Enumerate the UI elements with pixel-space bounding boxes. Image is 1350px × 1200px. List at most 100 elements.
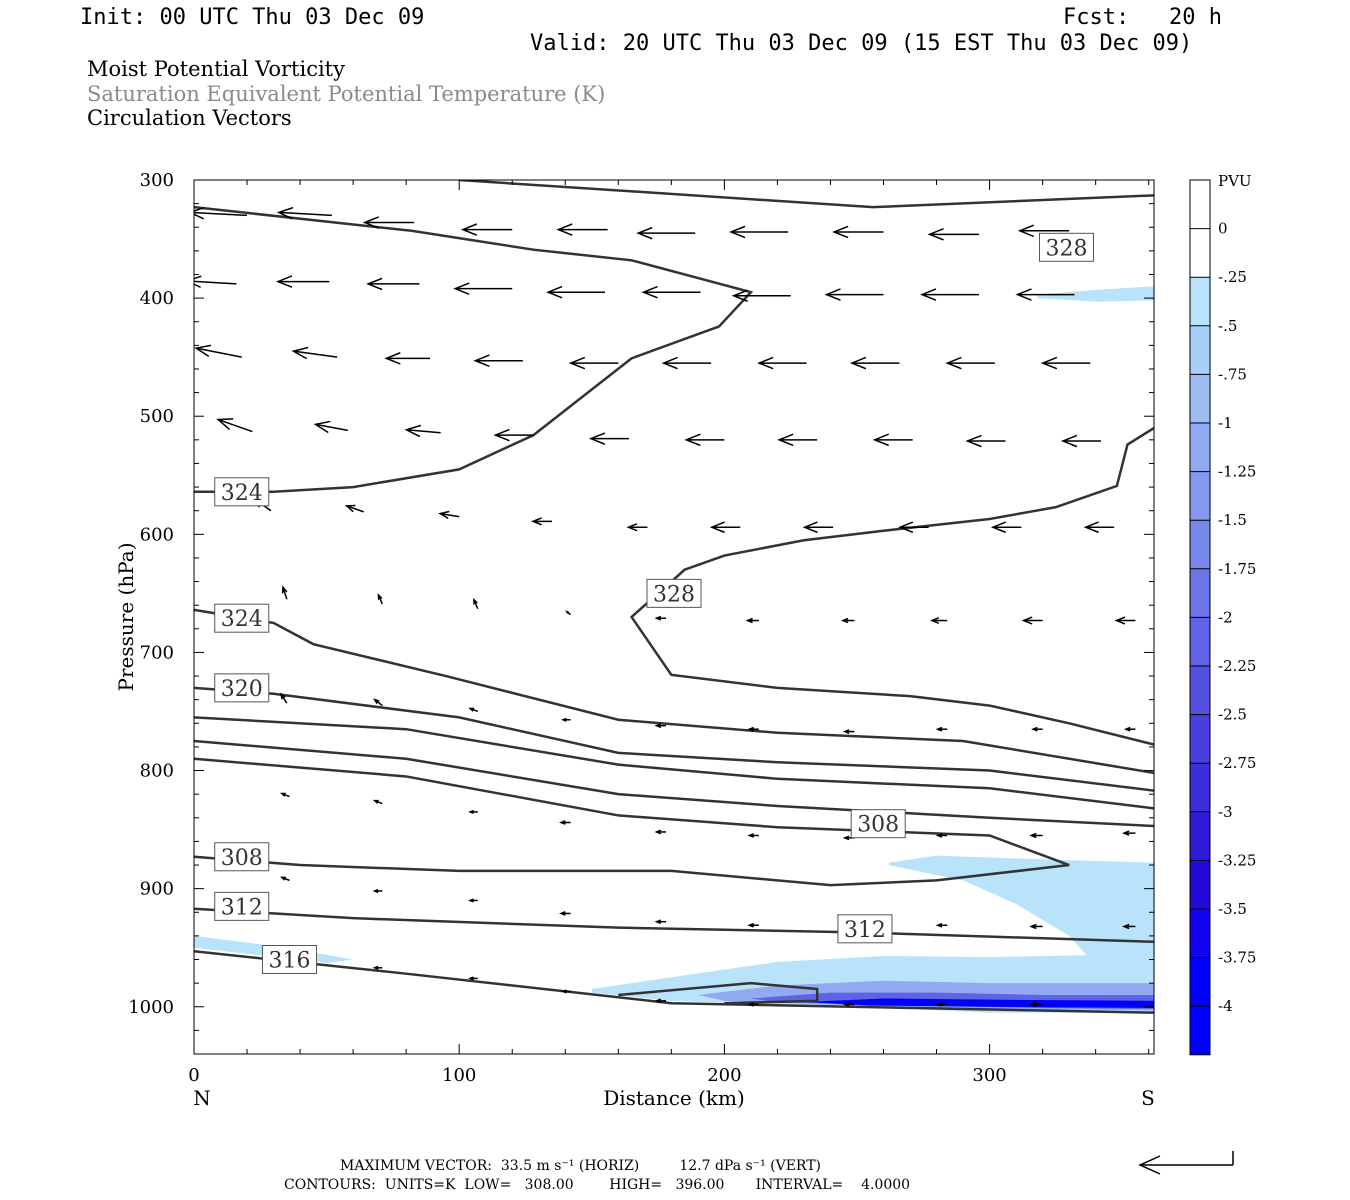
circulation-vector xyxy=(344,504,364,513)
circulation-vector xyxy=(560,717,571,722)
title-vectors: Circulation Vectors xyxy=(87,106,292,130)
circulation-vector xyxy=(1029,1001,1043,1008)
circulation-vector xyxy=(777,433,818,447)
x-tick-label: 300 xyxy=(972,1065,1006,1086)
svg-text:324: 324 xyxy=(221,607,263,632)
colorbar-title: PVU xyxy=(1218,172,1252,190)
colorbar-bin xyxy=(1190,909,1210,958)
circulation-vector xyxy=(729,225,789,239)
x-tick-label: 0 xyxy=(188,1065,199,1086)
circulation-vector xyxy=(372,799,383,805)
circulation-vector xyxy=(1122,830,1136,836)
y-tick-label: 900 xyxy=(140,879,174,900)
circulation-vector xyxy=(313,420,348,434)
circulation-vector xyxy=(935,833,948,838)
colorbar-bin xyxy=(1190,763,1210,812)
colorbar-label: -3.75 xyxy=(1218,949,1256,967)
colorbar-label: -.75 xyxy=(1218,365,1247,383)
circulation-vector xyxy=(636,226,696,240)
circulation-vector xyxy=(404,424,441,438)
circulation-vector xyxy=(747,833,759,838)
theta-es-contour xyxy=(618,981,819,1005)
circulation-vector xyxy=(1114,616,1136,625)
reference-vector-icon xyxy=(1138,1151,1234,1175)
circulation-vector xyxy=(556,223,608,236)
colorbar-bin xyxy=(1190,811,1210,861)
theta-es-contour xyxy=(194,757,1070,887)
circulation-vector xyxy=(802,521,834,534)
circulation-vector xyxy=(684,433,725,447)
colorbar-label: -3 xyxy=(1218,803,1233,821)
colorbar-label: -1 xyxy=(1218,414,1233,432)
circulation-vector xyxy=(384,352,431,365)
colorbar-bin xyxy=(1190,860,1210,909)
south-label: S xyxy=(1141,1086,1155,1110)
circulation-vector xyxy=(709,521,741,534)
circulation-vector xyxy=(366,277,420,291)
contour-label: 328 xyxy=(1038,232,1094,262)
svg-text:312: 312 xyxy=(844,918,886,943)
colorbar-label: -2 xyxy=(1218,608,1233,626)
max-vector-note: MAXIMUM VECTOR: 33.5 m s⁻¹ (HORIZ) 12.7 … xyxy=(340,1158,822,1174)
y-axis-label: Pressure (hPa) xyxy=(114,543,138,692)
title-mpv: Moist Potential Vorticity xyxy=(87,57,345,81)
circulation-vector xyxy=(872,433,913,447)
contour-label: 308 xyxy=(850,809,906,839)
theta-es-contour xyxy=(194,739,1154,828)
pv-region xyxy=(1037,286,1154,302)
svg-text:320: 320 xyxy=(221,677,263,702)
circulation-vector xyxy=(281,585,288,600)
contour-label: 312 xyxy=(837,914,893,944)
circulation-vector xyxy=(1060,434,1101,448)
colorbar-bin xyxy=(1190,714,1210,764)
colorbar-label: -4 xyxy=(1218,997,1233,1015)
contour-label: 316 xyxy=(261,945,317,975)
colorbar-bin xyxy=(1190,277,1210,326)
y-tick-label: 800 xyxy=(140,761,174,782)
circulation-vector xyxy=(568,356,619,370)
y-tick-label: 600 xyxy=(140,524,174,545)
y-tick-label: 700 xyxy=(140,642,174,663)
circulation-vector xyxy=(747,1001,759,1007)
circulation-vector xyxy=(1017,224,1070,238)
circulation-vector xyxy=(280,692,288,704)
x-tick-label: 200 xyxy=(707,1065,741,1086)
circulation-vector xyxy=(216,418,253,433)
circulation-vector xyxy=(453,282,513,295)
circulation-vector xyxy=(824,288,884,301)
circulation-vector xyxy=(731,289,791,303)
valid-time: Valid: 20 UTC Thu 03 Dec 09 (15 EST Thu … xyxy=(530,31,1193,56)
circulation-vector xyxy=(747,922,759,928)
circulation-vector xyxy=(990,521,1022,534)
svg-text:308: 308 xyxy=(221,846,263,871)
colorbar-label: -1.25 xyxy=(1218,463,1256,481)
circulation-vector xyxy=(530,517,553,526)
circulation-vector xyxy=(1083,521,1115,534)
theta-es-contour xyxy=(194,608,1154,775)
y-tick-label: 500 xyxy=(140,406,174,427)
circulation-vector xyxy=(745,617,759,624)
circulation-vector xyxy=(194,344,242,358)
circulation-vector xyxy=(559,820,571,825)
circulation-vector xyxy=(1029,832,1043,839)
circulation-vector xyxy=(661,356,712,370)
colorbar-label: -1.5 xyxy=(1218,511,1247,529)
y-tick-label: 300 xyxy=(140,170,174,191)
circulation-vector xyxy=(927,228,979,241)
colorbar-label: 0 xyxy=(1218,220,1228,238)
circulation-vector xyxy=(654,723,667,729)
colorbar-bin xyxy=(1190,1006,1210,1055)
colorbar-bin xyxy=(1190,520,1210,569)
theta-es-contour xyxy=(194,686,1154,792)
svg-text:316: 316 xyxy=(268,949,310,974)
circulation-vector xyxy=(1031,726,1043,732)
svg-text:324: 324 xyxy=(221,481,263,506)
circulation-vector xyxy=(438,510,460,520)
contour-label: 312 xyxy=(214,891,270,921)
circulation-vector xyxy=(1029,923,1043,930)
circulation-vector xyxy=(546,285,606,299)
theta-es-contour xyxy=(629,426,1154,746)
svg-text:328: 328 xyxy=(653,582,695,607)
circulation-vector xyxy=(1015,288,1075,301)
colorbar-label: -2.5 xyxy=(1218,706,1247,724)
